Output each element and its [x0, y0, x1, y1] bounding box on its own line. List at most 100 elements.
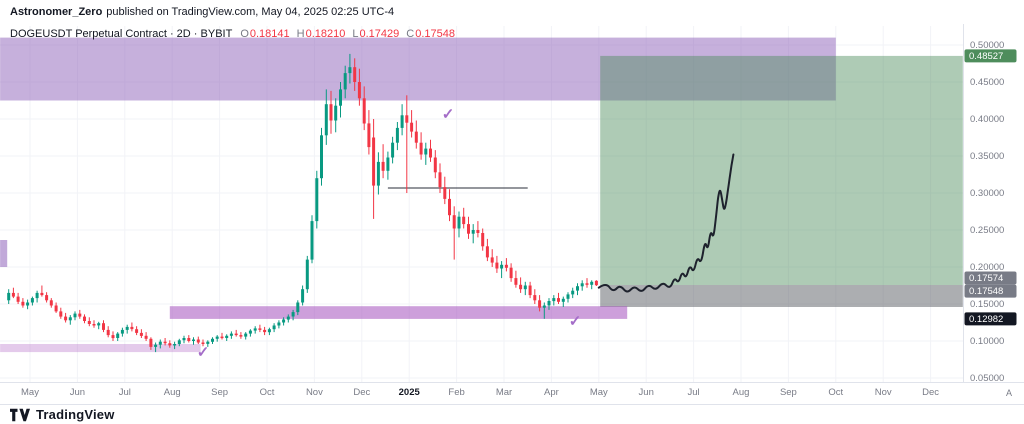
supply-zone-top[interactable] [0, 37, 836, 101]
time-axis-label[interactable]: Sep [780, 387, 797, 398]
candle-body [391, 142, 395, 158]
candle-body [225, 335, 229, 338]
price-axis-label[interactable]: 0.20000 [970, 262, 1004, 273]
candle-body [533, 295, 537, 301]
time-axis-label[interactable]: Aug [733, 387, 750, 398]
time-axis-label[interactable]: Mar [496, 387, 512, 398]
checkmark-icon[interactable]: ✓ [569, 313, 582, 330]
last-price-badge [964, 284, 1017, 298]
time-axis-label[interactable]: Jun [70, 387, 85, 398]
candle-body [16, 296, 20, 302]
time-axis-label[interactable]: Oct [828, 387, 843, 398]
candle-body [381, 161, 385, 171]
price-axis-label[interactable]: 0.10000 [970, 336, 1004, 347]
time-axis-label[interactable]: Nov [306, 387, 323, 398]
candle-body [120, 329, 124, 334]
target-zone-green[interactable] [600, 55, 963, 286]
candle-body [362, 98, 366, 124]
time-axis-label[interactable]: Dec [353, 387, 370, 398]
candle-body [514, 278, 518, 285]
time-axis-label[interactable]: Oct [260, 387, 275, 398]
time-axis-label[interactable]: Dec [922, 387, 939, 398]
candle-body [206, 341, 210, 344]
candle-body [301, 289, 305, 303]
checkmark-icon[interactable]: ✓ [442, 106, 455, 123]
time-axis-label[interactable]: 2025 [399, 387, 421, 398]
time-axis-label[interactable]: May [590, 387, 608, 398]
candle-body [215, 336, 219, 339]
publish-info: published on TradingView.com, May 04, 20… [106, 6, 395, 18]
candle-body [523, 285, 527, 290]
price-axis-label[interactable]: 0.15000 [970, 299, 1004, 310]
candle-body [196, 339, 200, 343]
time-axis-label[interactable]: May [21, 387, 39, 398]
candle-body [111, 335, 115, 339]
candle-body [386, 157, 390, 171]
candle-body [509, 267, 513, 279]
checkmark-icon[interactable]: ✓ [197, 344, 210, 361]
candle-body [438, 172, 442, 188]
candle-body [452, 215, 456, 229]
candle-body [272, 325, 276, 330]
candle-body [462, 216, 466, 225]
symbol-title[interactable]: DOGEUSDT Perpetual Contract · 2D · BYBIT [10, 28, 233, 40]
candle-body [54, 305, 58, 312]
left-edge-zone[interactable] [0, 240, 8, 267]
candle-body [576, 286, 579, 291]
candle-body [258, 328, 262, 330]
candle-body [329, 104, 333, 121]
candle-body [585, 283, 589, 285]
candle-body [542, 305, 546, 308]
projection-curve[interactable] [597, 153, 735, 293]
price-axis-label[interactable]: 0.25000 [970, 225, 1004, 236]
candle-body [305, 259, 309, 290]
tradingview-logo-icon[interactable] [10, 408, 30, 422]
open-value: O 0.18141 [240, 28, 290, 40]
candle-body [244, 333, 248, 337]
candle-body [187, 338, 191, 341]
candle-body [481, 233, 485, 247]
gray-band[interactable] [600, 285, 963, 307]
time-axis-label[interactable]: Jul [119, 387, 131, 398]
candle-body [30, 298, 34, 303]
time-axis-label[interactable]: Nov [875, 387, 892, 398]
publisher-username[interactable]: Astronomer_Zero [10, 6, 103, 18]
candle-body [376, 161, 380, 186]
candle-body [400, 115, 404, 128]
candle-body [26, 302, 30, 306]
price-axis-label[interactable]: 0.50000 [970, 40, 1004, 51]
zone-top-price-badge [964, 271, 1017, 285]
price-axis-label[interactable]: 0.30000 [970, 188, 1004, 199]
candle-body [580, 283, 584, 287]
candle-body [590, 281, 594, 285]
time-axis-label[interactable]: Apr [544, 387, 559, 398]
candle-body [173, 344, 177, 346]
time-axis-label[interactable]: Jun [639, 387, 654, 398]
candle-body [334, 105, 338, 121]
auto-scale-button[interactable]: A [1006, 388, 1012, 398]
price-axis-label[interactable]: 0.40000 [970, 114, 1004, 125]
time-axis-label[interactable]: Jul [688, 387, 700, 398]
candle-body [144, 335, 148, 339]
symbol-header: DOGEUSDT Perpetual Contract · 2D · BYBIT… [10, 28, 455, 40]
candle-body [310, 221, 314, 260]
candle-body [229, 333, 233, 336]
candle-body [353, 67, 357, 82]
candle-body [154, 344, 158, 347]
time-axis-label[interactable]: Sep [211, 387, 228, 398]
demand-zone-purple[interactable] [169, 306, 628, 319]
time-axis-label[interactable]: Feb [448, 387, 464, 398]
time-axis-label[interactable]: Aug [164, 387, 181, 398]
demand-zone-low-left[interactable] [0, 344, 201, 353]
candle-body [339, 89, 342, 106]
candle-body [59, 311, 63, 317]
price-axis-label[interactable]: 0.35000 [970, 151, 1004, 162]
candle-body [234, 333, 238, 336]
tradingview-brand[interactable]: TradingView [36, 407, 115, 422]
price-axis-label[interactable]: 0.05000 [970, 373, 1004, 384]
price-axis-label[interactable]: 0.45000 [970, 77, 1004, 88]
low-value: L 0.17429 [352, 28, 400, 40]
target-price-badge [964, 49, 1017, 63]
candle-body [68, 317, 72, 321]
